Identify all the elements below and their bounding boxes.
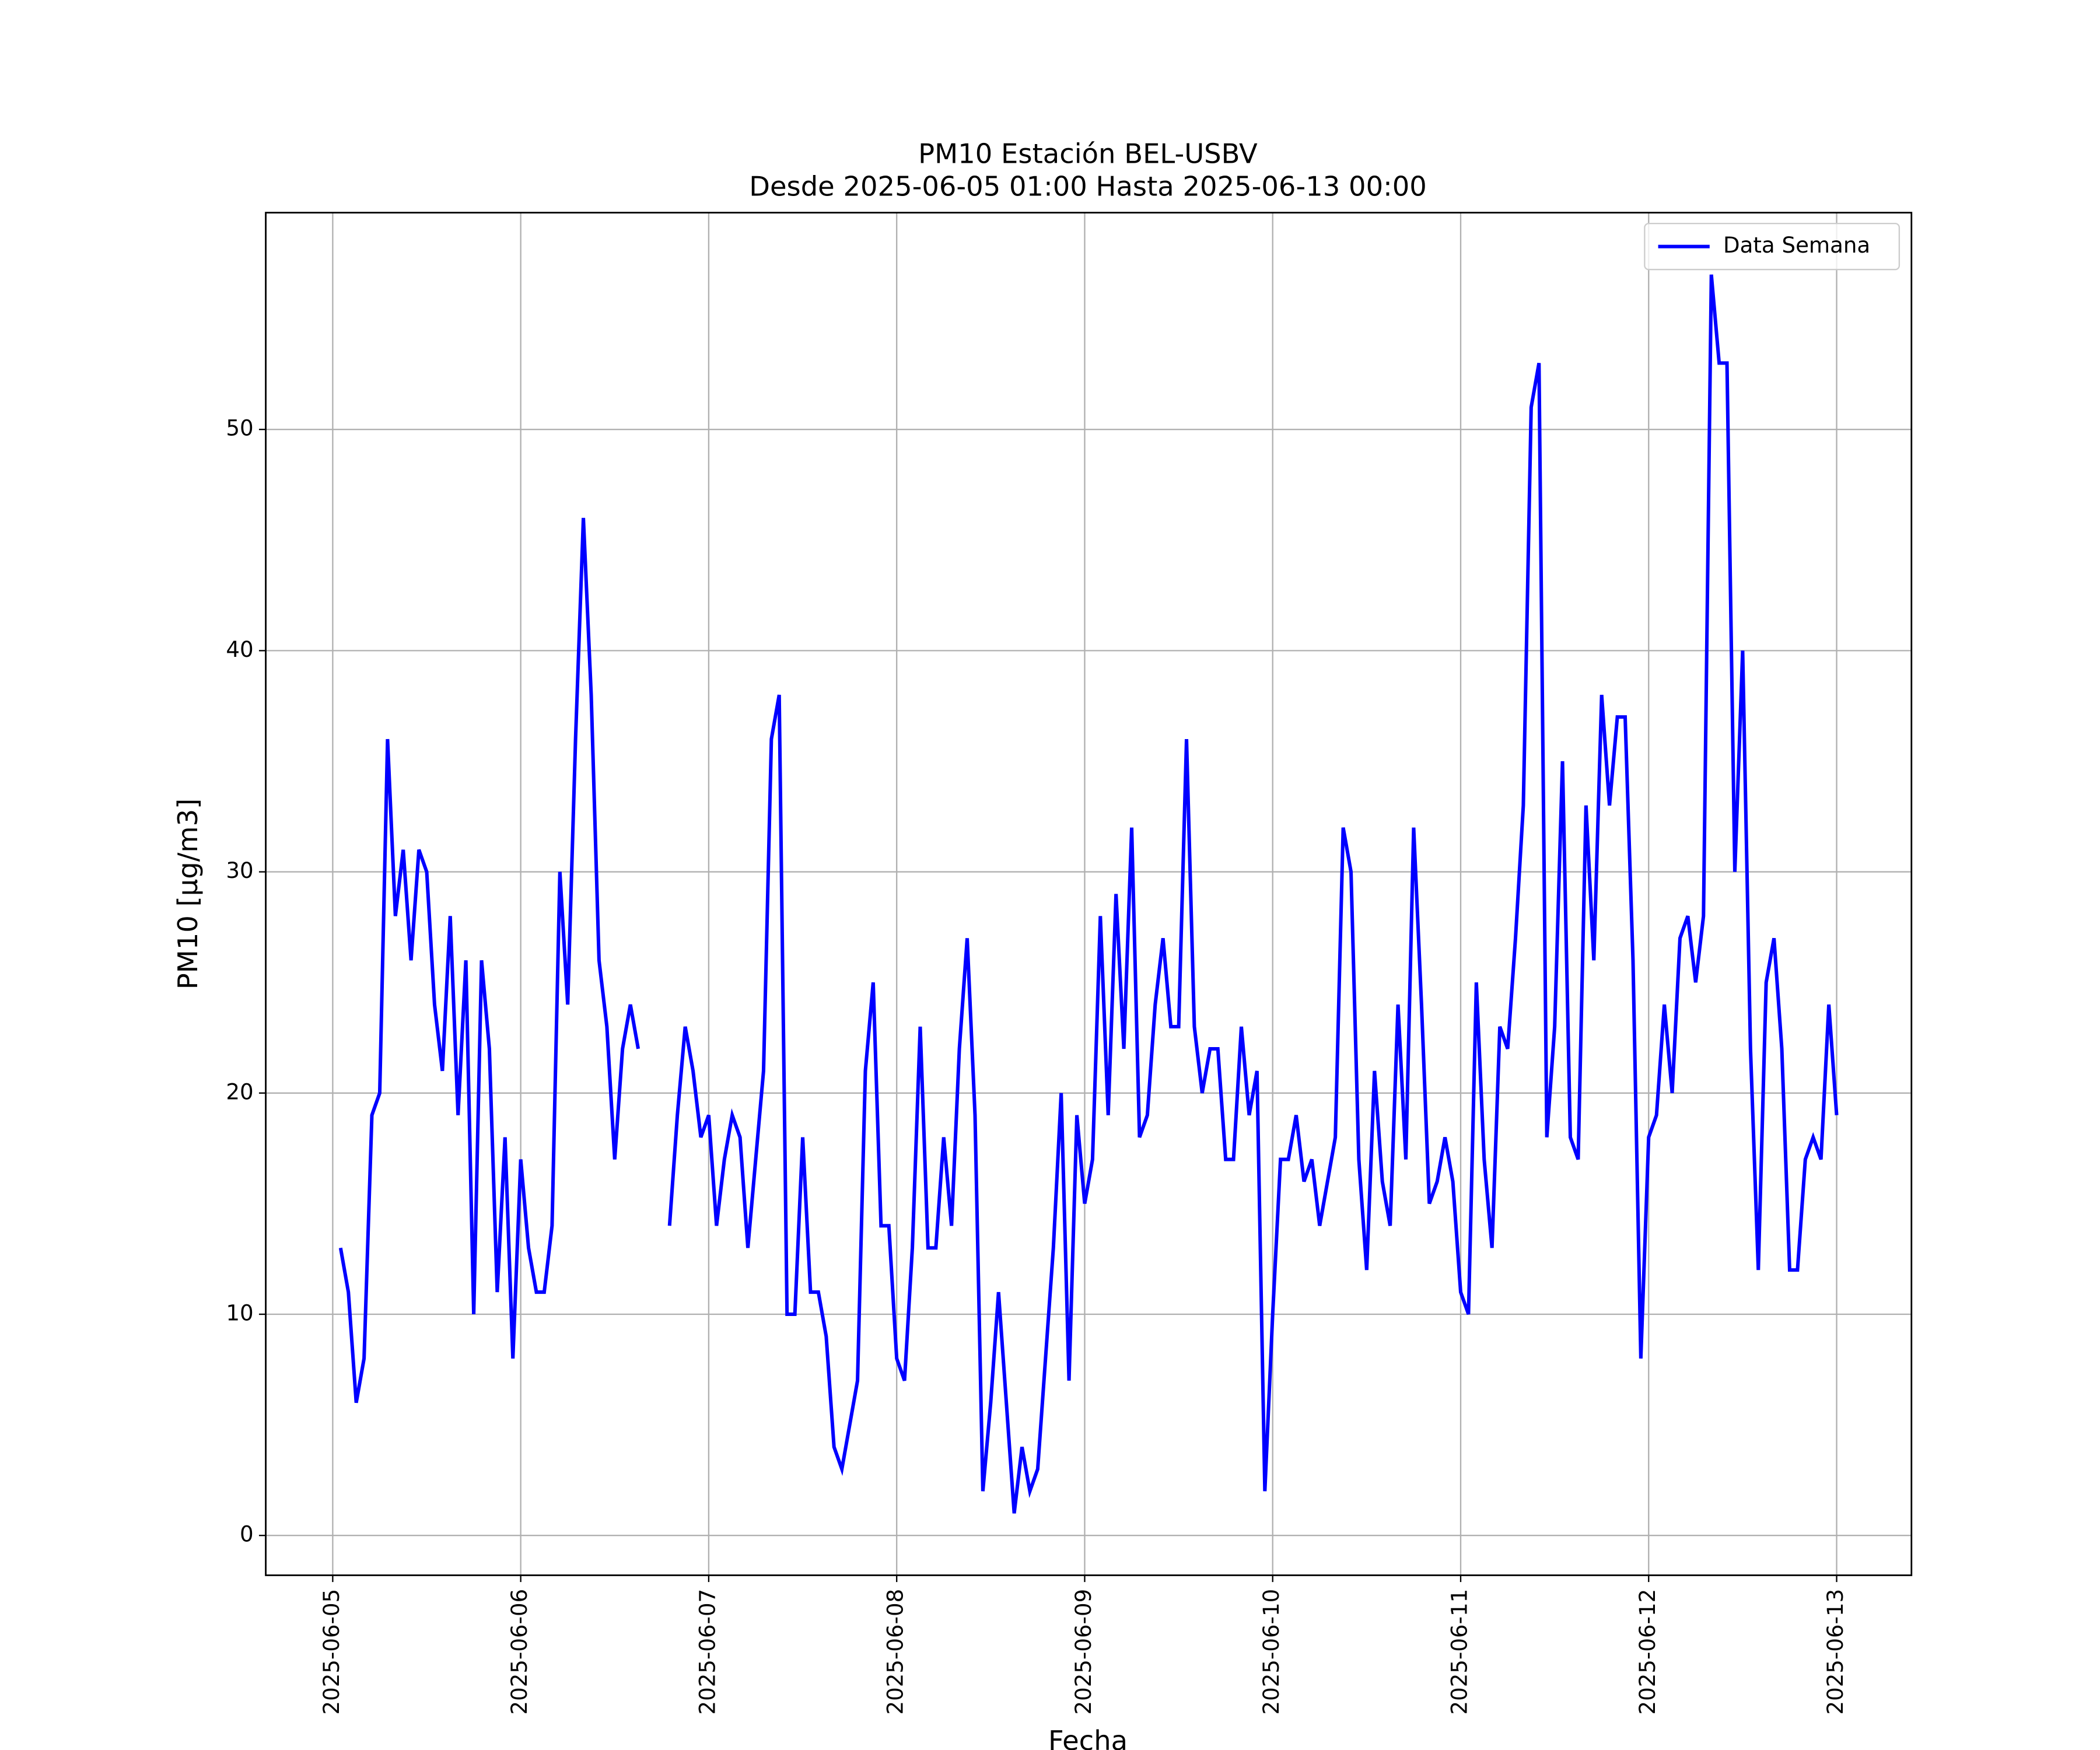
x-tick-label: 2025-06-13: [1823, 1589, 1848, 1715]
y-tick-label: 50: [226, 416, 253, 441]
x-tick-label: 2025-06-09: [1071, 1589, 1096, 1715]
y-tick-label: 20: [226, 1079, 253, 1104]
x-tick-label: 2025-06-12: [1635, 1589, 1660, 1715]
x-tick-label: 2025-06-07: [695, 1589, 720, 1715]
chart-title: PM10 Estación BEL-USBV: [918, 138, 1258, 170]
legend: Data Semana: [1644, 222, 1901, 271]
y-tick-label: 30: [226, 858, 253, 883]
plot-frame: [265, 212, 1913, 1576]
y-axis-label: PM10 [μg/m3]: [172, 799, 204, 990]
x-axis-label: Fecha: [1048, 1725, 1128, 1750]
x-tick-label: 2025-06-08: [883, 1589, 908, 1715]
x-tick-label: 2025-06-10: [1259, 1589, 1284, 1715]
y-tick-label: 40: [226, 637, 253, 662]
legend-label: Data Semana: [1723, 233, 1870, 258]
y-tick-label: 0: [240, 1522, 254, 1547]
x-tick-label: 2025-06-11: [1447, 1589, 1472, 1715]
x-tick-label: 2025-06-06: [507, 1589, 532, 1715]
chart-subtitle: Desde 2025-06-05 01:00 Hasta 2025-06-13 …: [749, 170, 1427, 202]
y-tick-label: 10: [226, 1301, 253, 1326]
legend-box: [1644, 222, 1901, 271]
data-line: [338, 274, 1839, 1514]
x-tick-label: 2025-06-05: [319, 1589, 344, 1715]
